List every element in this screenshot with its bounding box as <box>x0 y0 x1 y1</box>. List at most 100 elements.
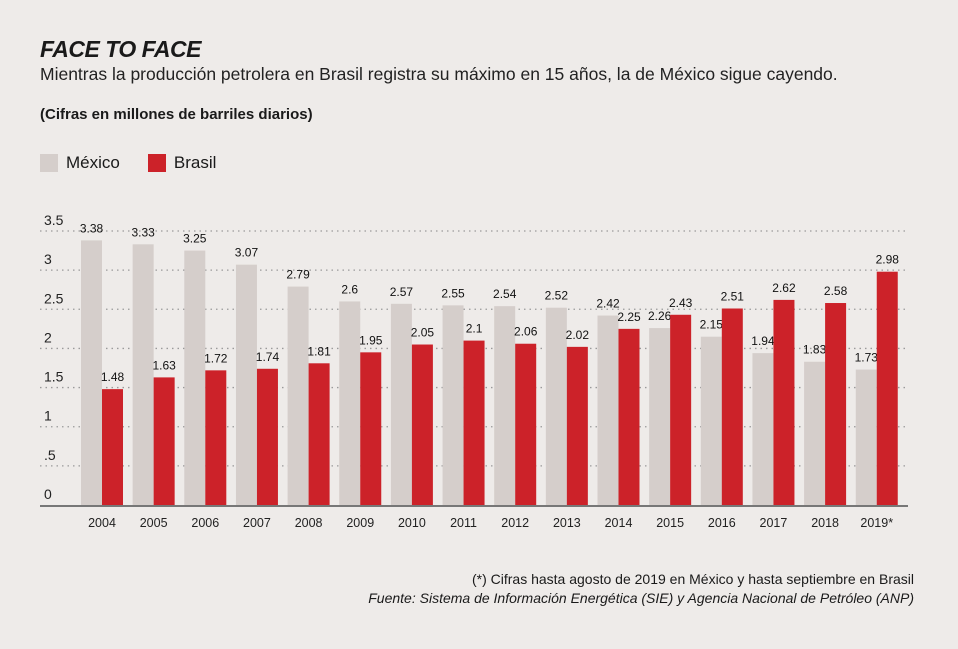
data-label: 2.57 <box>390 285 414 299</box>
data-label: 3.38 <box>80 221 104 235</box>
y-tick-label: 0 <box>44 486 52 502</box>
bar-brasil <box>721 308 743 505</box>
bar-mexico <box>390 303 412 505</box>
y-tick-label: 1.5 <box>44 369 64 385</box>
data-label: 3.33 <box>131 225 155 239</box>
legend-label-brasil: Brasil <box>173 153 217 172</box>
bar-mexico <box>700 336 722 505</box>
x-tick-label: 2006 <box>191 516 219 530</box>
data-label: 3.07 <box>235 246 259 260</box>
legend-label-mexico: México <box>66 153 120 172</box>
bar-brasil <box>102 389 123 505</box>
bar-mexico <box>597 315 619 505</box>
x-tick-label: 2019* <box>860 516 893 530</box>
data-label: 2.6 <box>341 282 358 296</box>
x-tick-label: 2012 <box>501 516 529 530</box>
legend: México Brasil <box>40 153 244 173</box>
bar-mexico <box>804 361 826 505</box>
data-label: 1.63 <box>152 358 176 372</box>
bar-mexico <box>545 307 567 505</box>
data-label: 3.25 <box>183 232 207 246</box>
y-tick-label: 2.5 <box>44 290 64 306</box>
y-tick-label: 2 <box>44 329 52 345</box>
data-label: 2.1 <box>466 322 483 336</box>
bar-brasil <box>566 346 588 505</box>
data-label: 1.74 <box>256 350 280 364</box>
x-tick-label: 2011 <box>450 516 477 530</box>
data-label: 1.48 <box>101 370 125 384</box>
y-tick-label: 1 <box>44 408 52 424</box>
bar-mexico <box>752 353 774 505</box>
bar-mexico <box>81 240 102 505</box>
data-label: 2.05 <box>411 326 435 340</box>
data-label: 2.15 <box>700 318 724 332</box>
bar-brasil <box>153 377 175 505</box>
data-label: 1.73 <box>855 351 879 365</box>
data-label: 2.25 <box>617 310 641 324</box>
bar-brasil <box>360 352 382 505</box>
chart-subtitle: Mientras la producción petrolera en Bras… <box>40 64 838 84</box>
data-label: 2.79 <box>286 268 310 282</box>
bar-brasil <box>256 368 278 505</box>
legend-item-mexico: México <box>40 153 120 173</box>
data-label: 1.83 <box>803 343 827 357</box>
legend-swatch-mexico <box>40 154 58 172</box>
y-tick-label: .5 <box>44 447 56 463</box>
bar-mexico <box>649 328 671 505</box>
x-tick-label: 2005 <box>140 516 168 530</box>
data-label: 2.42 <box>596 297 620 311</box>
footnote-source: Fuente: Sistema de Información Energétic… <box>368 590 914 606</box>
data-label: 2.98 <box>876 253 900 267</box>
x-tick-label: 2015 <box>656 516 684 530</box>
data-label: 2.54 <box>493 287 517 301</box>
x-tick-label: 2007 <box>243 516 271 530</box>
bar-mexico <box>184 250 206 505</box>
bar-brasil <box>205 370 227 505</box>
bar-mexico <box>494 306 516 505</box>
bar-mexico <box>132 244 154 505</box>
data-label: 1.95 <box>359 333 383 347</box>
bar-mexico <box>855 369 877 505</box>
x-tick-label: 2018 <box>811 516 839 530</box>
bar-brasil <box>825 303 847 505</box>
x-tick-label: 2016 <box>708 516 736 530</box>
x-tick-label: 2008 <box>295 516 323 530</box>
y-tick-label: 3 <box>44 251 52 267</box>
legend-swatch-brasil <box>147 154 166 172</box>
bar-mexico <box>339 301 361 505</box>
bar-brasil <box>515 343 537 505</box>
bar-brasil <box>773 299 795 505</box>
x-tick-label: 2017 <box>760 516 788 530</box>
data-label: 2.58 <box>824 284 848 298</box>
data-label: 2.52 <box>545 289 569 303</box>
footnote: (*) Cifras hasta agosto de 2019 en Méxic… <box>368 570 914 608</box>
legend-item-brasil: Brasil <box>147 153 217 173</box>
data-label: 1.94 <box>751 334 775 348</box>
data-label: 2.51 <box>721 290 745 304</box>
x-tick-label: 2004 <box>88 516 116 530</box>
bar-mexico <box>287 286 309 505</box>
data-label: 1.81 <box>307 344 331 358</box>
chart-title: FACE TO FACE <box>40 36 202 62</box>
x-tick-label: 2014 <box>605 516 633 530</box>
x-tick-label: 2013 <box>553 516 581 530</box>
data-label: 2.62 <box>772 281 796 295</box>
data-label: 2.55 <box>441 286 465 300</box>
x-tick-label: 2009 <box>346 516 374 530</box>
bar-brasil <box>308 363 330 505</box>
footnote-note: (*) Cifras hasta agosto de 2019 en Méxic… <box>471 571 914 587</box>
bar-mexico <box>235 264 257 505</box>
data-label: 2.02 <box>566 328 590 342</box>
x-tick-label: 2010 <box>398 516 426 530</box>
bar-brasil <box>670 314 692 505</box>
y-tick-label: 3.5 <box>44 212 64 228</box>
bar-brasil <box>411 344 433 505</box>
data-label: 1.72 <box>204 351 228 365</box>
bar-mexico <box>442 305 464 505</box>
data-label: 2.26 <box>648 309 672 323</box>
bar-brasil <box>618 328 640 505</box>
units-label: (Cifras en millones de barriles diarios) <box>40 106 313 123</box>
data-label: 2.43 <box>669 296 693 310</box>
bar-brasil <box>463 340 485 505</box>
